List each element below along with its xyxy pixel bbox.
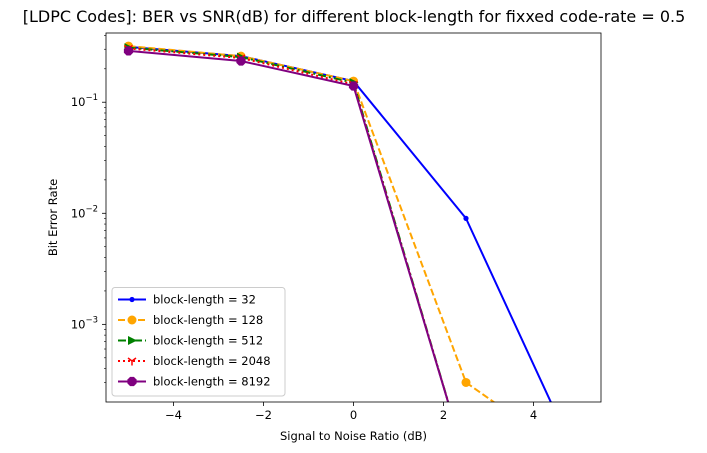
x-tick-label: −4 [165, 408, 182, 422]
data-point [123, 46, 134, 56]
legend-marker [128, 336, 137, 345]
y-axis-label: Bit Error Rate [46, 179, 60, 256]
data-point [348, 81, 359, 91]
y-tick-label: 10−3 [71, 315, 98, 331]
legend-box [111, 287, 286, 397]
series-line [128, 47, 450, 402]
legend-entry: block-length = 128 [118, 313, 263, 327]
chart-title: [LDPC Codes]: BER vs SNR(dB) for differe… [23, 7, 686, 26]
legend-label: block-length = 128 [153, 313, 263, 327]
legend-entry: block-length = 8192 [118, 375, 271, 389]
data-point [461, 377, 471, 387]
legend-label: block-length = 2048 [153, 354, 271, 368]
x-tick-label: 4 [530, 408, 537, 422]
legend-entry: block-length = 512 [118, 334, 263, 348]
x-tick-label: −2 [255, 408, 272, 422]
y-tick-label: 10−2 [71, 204, 98, 220]
y-tick-label: 10−1 [71, 93, 98, 109]
legend-marker [129, 296, 135, 303]
legend-marker [127, 376, 137, 387]
x-tick-label: 0 [350, 408, 357, 422]
x-tick-label: 2 [440, 408, 447, 422]
legend-marker [127, 315, 137, 325]
legend-label: block-length = 8192 [153, 375, 271, 389]
x-axis-label: Signal to Noise Ratio (dB) [280, 429, 427, 443]
series-line [128, 45, 496, 402]
legend-entry: block-length = 32 [118, 293, 256, 307]
legend-label: block-length = 512 [153, 334, 263, 348]
data-point [236, 56, 246, 66]
legend-marker [127, 357, 137, 366]
legend-label: block-length = 32 [153, 293, 256, 307]
series-5 [123, 46, 450, 402]
legend: block-length = 32 block-length = 128 block… [111, 287, 286, 397]
data-point [463, 215, 469, 221]
legend-entry: block-length = 2048 [118, 354, 271, 368]
